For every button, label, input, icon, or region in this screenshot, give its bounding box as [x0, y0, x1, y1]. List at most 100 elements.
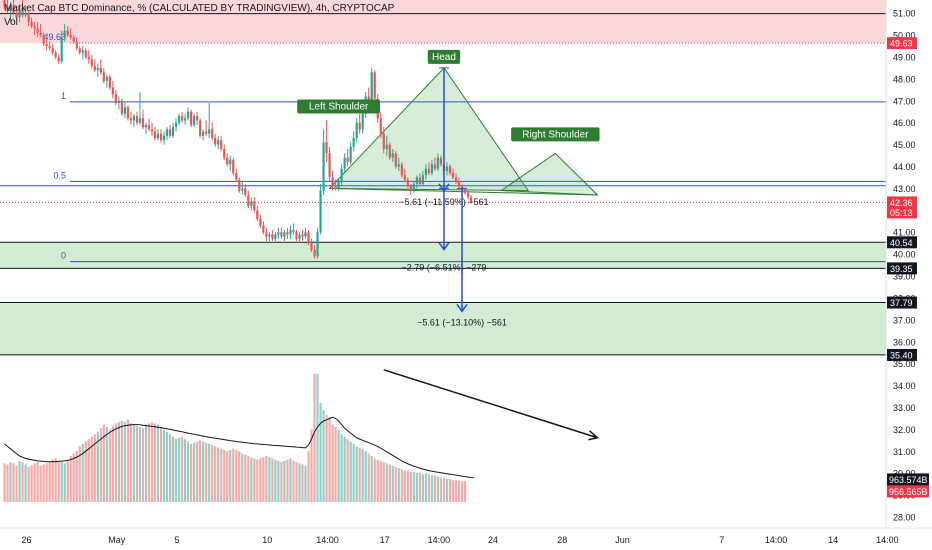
volume-bar [193, 442, 196, 502]
candle-body [430, 164, 434, 174]
volume-bar [244, 454, 247, 502]
volume-bar [247, 456, 250, 502]
candle-body [147, 124, 151, 130]
candle-body [250, 201, 253, 206]
candle-body [448, 166, 452, 174]
volume-bar [168, 434, 172, 502]
volume-bar [114, 423, 117, 502]
candle-body [325, 142, 328, 154]
volume-bar [150, 422, 154, 502]
candle-body [241, 188, 244, 191]
candle-body [171, 127, 175, 136]
volume-bar [187, 441, 190, 502]
candle-body [409, 186, 412, 191]
candle-body [87, 56, 90, 60]
left-shoulder-label: Left Shoulder [309, 101, 369, 112]
candle-body [196, 116, 199, 121]
volume-bar [102, 424, 105, 502]
candle-body [301, 234, 304, 237]
volume-bar [12, 463, 15, 502]
y-tick-label: 28.00 [893, 513, 916, 523]
volume-bar [421, 474, 424, 502]
volume-bar [403, 470, 406, 502]
candle-body [370, 72, 373, 101]
candle-body [220, 140, 223, 149]
candle-body [373, 72, 376, 99]
volume-bar [271, 458, 274, 502]
volume-bar [250, 457, 253, 502]
volume-bar [141, 428, 145, 502]
candle-body [346, 157, 349, 163]
candle-body [99, 67, 102, 73]
candle-body [394, 153, 397, 167]
candle-body [199, 120, 202, 136]
candle-body [385, 144, 388, 149]
candle-body [334, 186, 337, 189]
candle-body [138, 118, 142, 123]
y-tick-label: 31.00 [893, 447, 916, 457]
head-box [427, 49, 461, 64]
candle-body [214, 138, 217, 145]
candle-body [244, 188, 247, 195]
candle-body [355, 122, 358, 139]
x-tick-label: 14:00 [876, 535, 899, 545]
volume-bar [232, 448, 235, 502]
candle-body [382, 133, 385, 149]
candle-body [120, 100, 123, 114]
zone-1 [0, 242, 886, 269]
candle-body [466, 192, 470, 198]
candle-body [259, 219, 262, 226]
volume-bar [60, 462, 63, 502]
volume-bar [132, 424, 136, 502]
candle-body [60, 37, 63, 62]
volume-bar [9, 462, 12, 502]
candle-body [316, 232, 319, 257]
candle-body [211, 129, 214, 139]
zone-2 [0, 302, 886, 355]
candle-body [226, 157, 229, 165]
volume-bar [6, 464, 9, 502]
volume-bar [120, 420, 123, 502]
volume-bar [307, 451, 310, 502]
head-label: Head [432, 52, 456, 63]
candle-body [54, 52, 57, 57]
candle-body [286, 232, 289, 235]
x-tick-label: 5 [174, 535, 179, 545]
volume-trend-arrowhead [588, 430, 600, 441]
candle-body [289, 230, 292, 235]
candle-body [208, 129, 211, 134]
volume-bar [229, 449, 232, 502]
candle-body [36, 28, 39, 33]
candle-body [75, 41, 78, 49]
volume-indicator-label: Vol [4, 17, 18, 28]
y-tick-label: 47.00 [893, 96, 916, 106]
y-tick-label: 44.00 [893, 162, 916, 172]
candle-body [469, 197, 473, 202]
candle-body [193, 116, 196, 125]
candle-body [57, 56, 60, 62]
volume-bar [415, 472, 418, 502]
volume-bar [51, 459, 54, 502]
volume-bar [90, 436, 93, 502]
candle-body [190, 111, 193, 125]
volume-bar [159, 427, 163, 502]
measure-label-2: −5.61 (−13.10%) −561 [417, 317, 507, 327]
x-tick-label: 26 [21, 535, 31, 545]
volume-bar [226, 451, 229, 502]
volume-bar [84, 441, 87, 502]
candle-body [313, 249, 316, 257]
candle-body [445, 166, 449, 171]
candle-body [72, 37, 75, 42]
right-shoulder-box [511, 127, 600, 142]
level-label-5: 0 [61, 251, 66, 261]
volume-bar [144, 424, 148, 502]
candle-body [304, 232, 307, 237]
volume-bar [436, 476, 440, 502]
volume-bar [310, 429, 313, 502]
candle-body [463, 190, 467, 193]
volume-bar [448, 479, 452, 502]
y-tick-label: 48.00 [893, 74, 916, 84]
y-tick-label: 43.00 [893, 184, 916, 194]
